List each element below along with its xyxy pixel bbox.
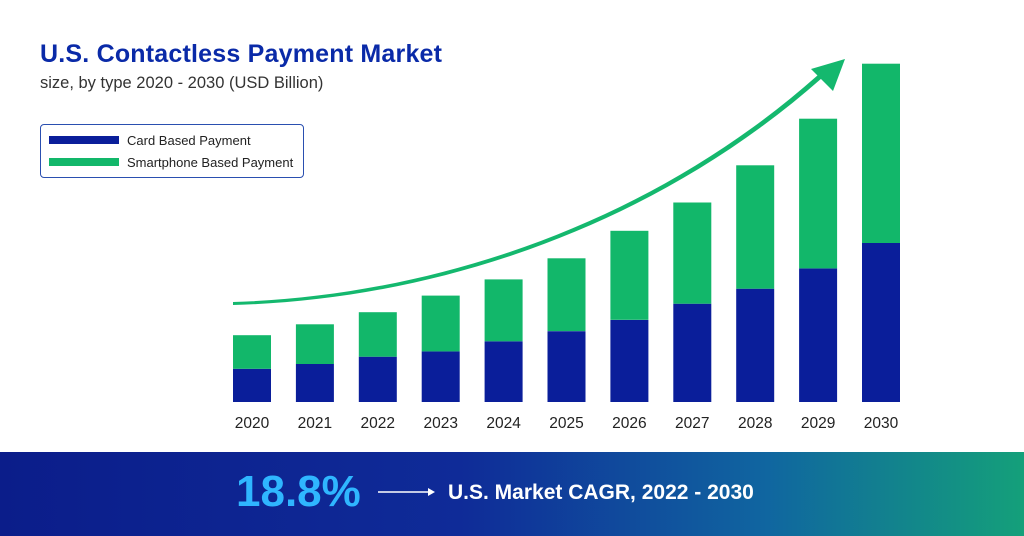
x-tick-label-2020: 2020 [235, 415, 270, 432]
bar-card-2022 [358, 356, 397, 402]
cagr-label: U.S. Market CAGR, 2022 - 2030 [448, 481, 754, 504]
bar-smartphone-2020 [233, 335, 271, 369]
bar-smartphone-2024 [484, 279, 523, 342]
bar-card-2030 [862, 243, 900, 402]
bar-smartphone-2025 [547, 258, 586, 332]
x-tick-label-2021: 2021 [298, 415, 332, 432]
arrow-right-icon [378, 488, 435, 496]
legend-swatch-smartphone [49, 158, 119, 166]
bar-smartphone-2027 [673, 202, 712, 304]
x-tick-label-2022: 2022 [361, 415, 395, 432]
cagr-value: 18.8% [236, 467, 361, 516]
trend-arrow-body [233, 75, 822, 305]
chart-subtitle: size, by type 2020 - 2030 (USD Billion) [40, 74, 324, 92]
legend-item-smartphone: Smartphone Based Payment [49, 153, 293, 171]
x-tick-label-2024: 2024 [486, 415, 521, 432]
chart-legend: Card Based Payment Smartphone Based Paym… [40, 124, 304, 178]
bar-smartphone-2026 [610, 230, 649, 320]
bar-smartphone-2030 [862, 63, 900, 244]
bar-smartphone-2028 [736, 165, 775, 289]
bar-card-2026 [610, 319, 649, 402]
bar-card-2021 [295, 364, 334, 402]
bar-card-2024 [484, 341, 523, 402]
legend-label-smartphone: Smartphone Based Payment [127, 154, 294, 170]
legend-label-card: Card Based Payment [127, 132, 251, 148]
bar-card-2027 [673, 303, 712, 402]
x-tick-label-2029: 2029 [801, 415, 835, 432]
cagr-banner [0, 452, 1024, 536]
x-tick-label-2025: 2025 [549, 415, 583, 432]
chart-title: U.S. Contactless Payment Market [40, 40, 443, 68]
bar-card-2023 [421, 351, 460, 402]
bar-card-2028 [736, 288, 775, 402]
bar-smartphone-2021 [295, 324, 334, 364]
bar-card-2020 [233, 368, 271, 402]
trend-arrow-head [811, 59, 845, 91]
bar-card-2025 [547, 331, 586, 402]
bar-smartphone-2029 [799, 118, 838, 269]
stacked-bar-chart: 2020 2021 2022 2023 2024 2025 2026 2027 2028 2029… [233, 59, 900, 432]
x-tick-label-2028: 2028 [738, 415, 772, 432]
x-tick-label-2026: 2026 [612, 415, 646, 432]
legend-swatch-card [49, 136, 119, 144]
x-tick-label-2023: 2023 [423, 415, 457, 432]
x-tick-label-2030: 2030 [864, 415, 899, 432]
bar-smartphone-2022 [358, 312, 397, 357]
bar-smartphone-2023 [421, 295, 460, 352]
bar-card-2029 [799, 268, 838, 402]
x-tick-label-2027: 2027 [675, 415, 709, 432]
legend-item-card: Card Based Payment [49, 131, 251, 149]
